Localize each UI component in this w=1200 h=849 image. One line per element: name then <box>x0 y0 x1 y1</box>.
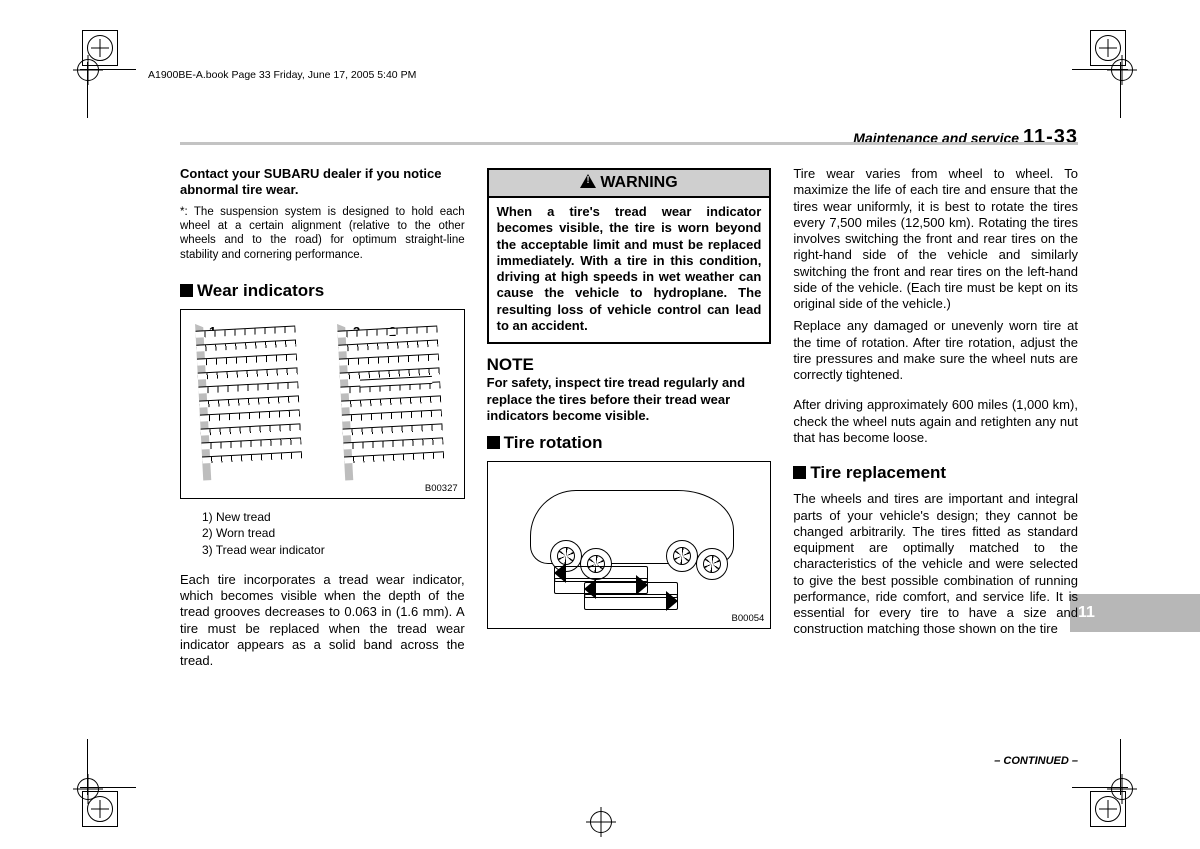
wear-indicator-paragraph: Each tire incorporates a tread wear indi… <box>180 572 465 670</box>
warning-heading: WARNING <box>489 170 770 198</box>
chapter-thumb-tab: 11 <box>1070 594 1200 632</box>
header-rule <box>180 142 1078 145</box>
legend-item: 2) Worn tread <box>202 525 465 541</box>
figure-id: B00054 <box>732 613 765 625</box>
heading-wear-indicators: Wear indicators <box>180 280 465 301</box>
registration-icon <box>82 791 118 827</box>
legend-item: 3) Tread wear indicator <box>202 542 465 558</box>
crop-header: A1900BE-A.book Page 33 Friday, June 17, … <box>148 69 416 81</box>
replacement-paragraph: The wheels and tires are important and i… <box>793 491 1078 637</box>
rotation-paragraph-2: Replace any damaged or unevenly worn tir… <box>793 318 1078 383</box>
legend-item: 1) New tread <box>202 509 465 525</box>
text-columns: Contact your SUBARU dealer if you notice… <box>180 166 1078 759</box>
warning-body: When a tire's tread wear indicator becom… <box>489 198 770 342</box>
crop-mark-bottom-center <box>590 811 612 833</box>
note-body: For safety, inspect tire tread regularly… <box>487 375 772 424</box>
tire-worn-icon <box>337 316 445 481</box>
square-bullet-icon <box>180 284 193 297</box>
note-heading: NOTE <box>487 354 772 375</box>
registration-icon <box>82 30 118 66</box>
page: A1900BE-A.book Page 33 Friday, June 17, … <box>0 0 1200 849</box>
figure-legend: 1) New tread 2) Worn tread 3) Tread wear… <box>202 509 465 558</box>
car-diagram-icon <box>516 476 746 594</box>
rotation-paragraph-3: After driving approximately 600 miles (1… <box>793 397 1078 446</box>
rotation-paragraph-1: Tire wear varies from wheel to wheel. To… <box>793 166 1078 312</box>
registration-icon <box>1090 791 1126 827</box>
figure-id: B00327 <box>425 483 458 495</box>
square-bullet-icon <box>487 436 500 449</box>
running-head: Maintenance and service 11-33 <box>853 126 1078 149</box>
square-bullet-icon <box>793 466 806 479</box>
lead-paragraph: Contact your SUBARU dealer if you notice… <box>180 166 465 199</box>
content-area: Maintenance and service 11-33 Contact yo… <box>180 132 1078 759</box>
chapter-number: 11 <box>1078 604 1095 622</box>
tire-new-icon <box>195 316 303 481</box>
heading-tire-replacement: Tire replacement <box>793 462 1078 483</box>
figure-tread-wear: 1 3 2 <box>180 309 465 499</box>
warning-triangle-icon <box>580 174 596 188</box>
registration-icon <box>1090 30 1126 66</box>
suspension-footnote: *: The suspension system is designed to … <box>180 205 465 263</box>
figure-tire-rotation: B00054 <box>487 461 772 629</box>
heading-tire-rotation: Tire rotation <box>487 432 772 453</box>
warning-box: WARNING When a tire's tread wear indicat… <box>487 168 772 344</box>
